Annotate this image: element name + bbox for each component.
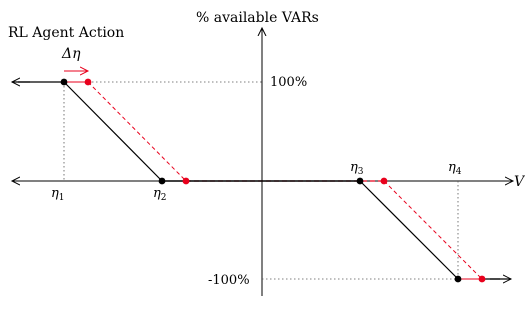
original-right-slope	[359, 180, 459, 280]
eta1-point	[60, 78, 68, 86]
y-tick-neg100: -100%	[208, 273, 250, 288]
shifted-eta4-point	[478, 275, 486, 283]
caption: RL Agent Action	[8, 25, 124, 41]
original-left-slope	[63, 81, 163, 182]
eta4-point	[454, 275, 462, 283]
y-tick-100: 100%	[270, 75, 307, 90]
delta-eta-label: Δη	[61, 46, 81, 62]
y-axis-title: % available VARs	[196, 10, 319, 26]
eta3-label: η3	[350, 160, 364, 177]
eta3-point	[356, 177, 364, 185]
shifted-eta3-point	[380, 177, 388, 185]
x-axis-label: V	[514, 174, 525, 190]
shifted-eta2-point	[182, 177, 190, 185]
eta1-label: η1	[51, 186, 65, 203]
shifted-eta1-point	[84, 78, 92, 86]
shifted-left-slope	[87, 81, 187, 182]
eta2-label: η2	[153, 186, 167, 203]
shifted-right-slope	[383, 180, 483, 280]
eta2-point	[158, 177, 166, 185]
eta4-label: η4	[448, 160, 462, 177]
